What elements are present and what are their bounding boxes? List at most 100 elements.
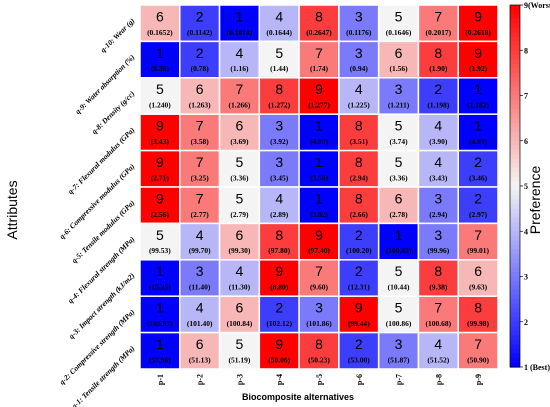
heatmap-cell [457,40,499,79]
cell-value-label: (1.16) [230,64,249,73]
colorbar-segment [510,63,520,69]
colorbar-segment [510,276,520,282]
cell-value-label: (0.36) [151,64,170,73]
heatmap-cell [258,186,300,225]
colorbar-segment [510,45,520,51]
colorbar-segment [510,127,520,133]
cell-value-label: (0.94) [350,64,369,73]
colorbar-segment [510,181,520,187]
cell-value-label: (103.97) [147,319,173,328]
cell-rank-label: 4 [236,263,244,279]
cell-value-label: (50.90) [467,355,489,364]
cell-value-label: (2.94) [429,210,448,219]
cell-rank-label: 8 [474,300,482,316]
cell-value-label: (99.70) [189,246,211,255]
colorbar-segment [510,249,520,255]
cell-value-label: (2.78) [389,210,408,219]
cell-value-label: (99.44) [348,319,370,328]
cell-value-label: (51.13) [189,355,211,364]
colorbar-tick-label: 7 [524,92,528,101]
cell-rank-label: 2 [196,45,204,61]
heatmap-cell [377,295,420,334]
colorbar-segment [510,204,520,210]
heatmap-cell [417,331,459,370]
heatmap-cell [457,113,499,152]
cell-value-label: (100.68) [426,319,452,328]
colorbar: 9(Worst) 8 7 6 5 4 3 2 1 (Best) [509,1,550,372]
cell-value-label: (100.20) [346,246,372,255]
colorbar-segment [510,68,520,74]
colorbar-segment [510,136,520,142]
colorbar-tick-label: 2 [524,318,528,327]
cell-value-label: (1.277) [308,101,330,110]
colorbar-segment [510,321,520,327]
colorbar-segment [510,131,520,137]
cell-rank-label: 4 [275,8,283,24]
cell-rank-label: 4 [434,154,442,170]
colorbar-segment [510,90,520,97]
heatmap-cell [377,331,420,370]
heatmap-cell [218,40,261,79]
cell-value-label: (8.80) [270,283,289,292]
x-tick-label: p-3 [235,374,244,385]
cell-rank-label: 9 [315,81,323,97]
cell-value-label: (99.96) [427,246,449,255]
cell-value-label: (97.40) [308,246,330,255]
heatmap-cell [179,295,221,334]
colorbar-segment [510,86,520,92]
y-tick-label: q-5: Tensile modulus (GPa) [70,198,137,265]
heatmap-cell [338,149,380,188]
heatmap-cell [298,40,340,79]
cell-value-label: (51.87) [388,355,410,364]
y-tick-label: q-6: Compressive modulus (GPa) [57,162,136,241]
cell-value-label: (3.50) [310,173,329,182]
cell-value-label: (2.97) [469,210,488,219]
cell-rank-label: 1 [236,8,244,24]
cell-value-label: (3.36) [230,173,249,182]
cell-value-label: (50.23) [308,355,330,364]
y-tick-label: q-9: Water absorption (%) [73,52,137,116]
cell-rank-label: 7 [434,300,442,316]
cell-value-label: (3.58) [191,137,210,146]
cell-rank-label: 2 [474,190,482,206]
cell-rank-label: 8 [434,45,442,61]
colorbar-segment [510,213,520,219]
cell-value-label: (4.03) [310,137,329,146]
colorbar-segment [510,186,520,192]
cell-rank-label: 6 [236,118,244,134]
cell-value-label: (15.25) [149,283,171,292]
cell-rank-label: 6 [395,45,403,61]
cell-rank-label: 4 [434,118,442,134]
colorbar-segment [510,9,520,15]
cell-rank-label: 1 [315,190,323,206]
colorbar-segment [510,18,520,24]
cell-value-label: (57.96) [149,355,171,364]
cell-rank-label: 1 [156,263,164,279]
heatmap-cell [258,77,300,115]
colorbar-title: Preference [527,166,543,235]
y-tick-label: q-4: Flexural strength (MPa) [66,234,137,305]
cell-rank-label: 3 [275,118,283,134]
cell-rank-label: 5 [236,154,244,170]
cell-value-label: (1.272) [268,101,290,110]
cell-value-label: (1.225) [348,101,370,110]
cell-rank-label: 7 [315,263,323,279]
colorbar-segment [510,36,520,42]
heatmap-cell [457,149,499,188]
heatmap-cell [218,77,261,115]
x-tick-label: p-7 [395,374,404,385]
cell-rank-label: 1 [156,300,164,316]
cell-rank-label: 2 [196,8,204,24]
colorbar-tick-label: 4 [524,227,528,236]
cell-rank-label: 4 [355,81,363,97]
cell-value-label: (1.263) [189,101,211,110]
cell-rank-label: 1 [395,227,403,243]
heatmap-cell [338,331,380,370]
cell-value-label: (2.79) [230,210,249,219]
cell-rank-label: 5 [395,8,403,24]
colorbar-segment [510,348,520,355]
cell-rank-label: 3 [355,8,363,24]
cell-rank-label: 4 [236,45,244,61]
colorbar-segment [510,23,520,29]
